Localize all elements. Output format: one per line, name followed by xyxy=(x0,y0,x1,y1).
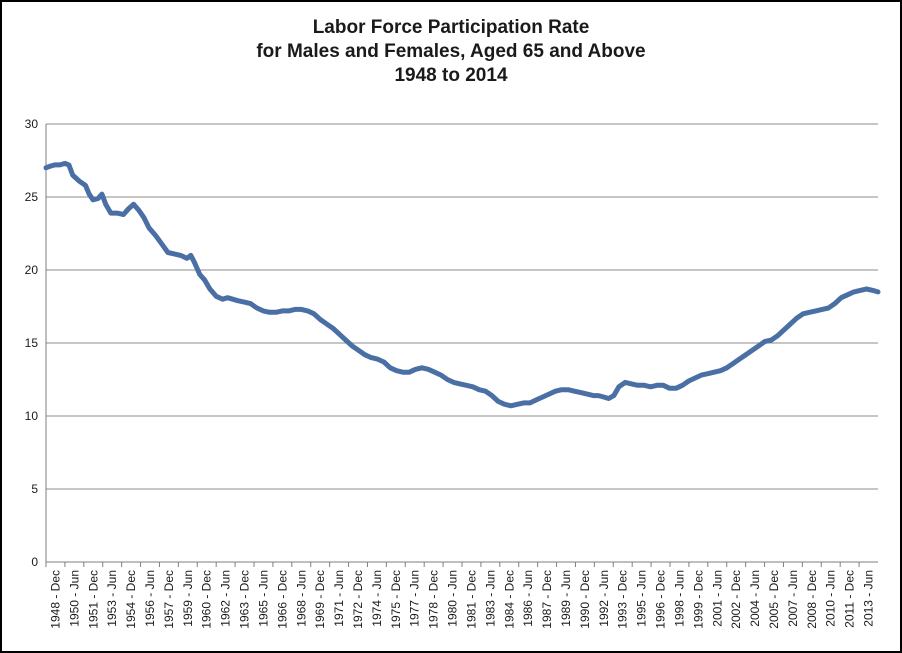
y-tick-label: 30 xyxy=(25,117,39,131)
x-tick-label: 2010 - Jun xyxy=(824,570,838,627)
x-tick-label: 1987 - Dec xyxy=(540,570,554,629)
y-tick-label: 10 xyxy=(25,409,39,423)
x-tick-label: 1992 - Jun xyxy=(597,570,611,627)
x-tick-label: 2004 - Jun xyxy=(748,570,762,627)
x-tick-label: 1993 - Dec xyxy=(616,570,630,629)
x-tick-label: 1962 - Jun xyxy=(219,570,233,627)
x-tick-label: 1995 - Jun xyxy=(635,570,649,627)
series-line-0 xyxy=(43,160,881,409)
x-tick-label: 1984 - Dec xyxy=(502,570,516,629)
x-tick-label: 2007 - Jun xyxy=(786,570,800,627)
x-tick-label: 1968 - Jun xyxy=(294,570,308,627)
y-tick-label: 15 xyxy=(25,336,39,350)
x-tick-label: 2005 - Dec xyxy=(767,570,781,629)
x-tick-label: 1965 - Jun xyxy=(256,570,270,627)
x-tick-label: 1963 - Dec xyxy=(238,570,252,629)
chart-title: Labor Force Participation Rate for Males… xyxy=(2,16,900,88)
y-tick-label: 25 xyxy=(25,190,39,204)
x-tick-label: 1953 - Jun xyxy=(105,570,119,627)
chart-title-line-3: 1948 to 2014 xyxy=(394,65,508,86)
x-tick-label: 2008 - Dec xyxy=(805,570,819,629)
x-tick-label: 1959 - Jun xyxy=(181,570,195,627)
x-tick-label: 1948 - Dec xyxy=(48,570,62,629)
y-tick-label: 5 xyxy=(31,482,38,496)
x-tick-label: 1975 - Dec xyxy=(389,570,403,629)
x-tick-label: 1981 - Dec xyxy=(464,570,478,629)
y-tick-label: 20 xyxy=(25,263,39,277)
x-tick-label: 1999 - Dec xyxy=(691,570,705,629)
chart-title-line-2: for Males and Females, Aged 65 and Above xyxy=(256,41,646,62)
x-tick-label: 1971 - Jun xyxy=(332,570,346,627)
x-tick-label: 2013 - Jun xyxy=(862,570,876,627)
x-tick-label: 1978 - Dec xyxy=(427,570,441,629)
x-tick-label: 1969 - Dec xyxy=(313,570,327,629)
x-tick-label: 1974 - Jun xyxy=(370,570,384,627)
y-tick-label: 0 xyxy=(31,555,38,569)
x-tick-label: 1977 - Jun xyxy=(408,570,422,627)
x-tick-label: 1956 - Jun xyxy=(143,570,157,627)
x-tick-label: 1983 - Jun xyxy=(483,570,497,627)
x-tick-label: 1996 - Dec xyxy=(654,570,668,629)
x-tick-label: 1998 - Jun xyxy=(672,570,686,627)
x-tick-label: 2011 - Dec xyxy=(843,570,857,628)
x-tick-label: 1986 - Jun xyxy=(521,570,535,627)
chart-title-line-1: Labor Force Participation Rate xyxy=(312,17,590,38)
x-tick-label: 1957 - Dec xyxy=(162,570,176,629)
x-tick-label: 2001 - Jun xyxy=(710,570,724,627)
x-tick-label: 1966 - Dec xyxy=(275,570,289,629)
x-tick-label: 1989 - Jun xyxy=(559,570,573,627)
x-tick-label: 1950 - Jun xyxy=(67,570,81,627)
x-tick-label: 1951 - Dec xyxy=(86,570,100,629)
x-tick-label: 2002 - Dec xyxy=(729,570,743,629)
x-tick-label: 1960 - Dec xyxy=(200,570,214,629)
x-tick-label: 1954 - Dec xyxy=(124,570,138,629)
x-tick-label: 1990 - Dec xyxy=(578,570,592,629)
x-tick-label: 1972 - Dec xyxy=(351,570,365,629)
x-tick-label: 1980 - Jun xyxy=(446,570,460,627)
